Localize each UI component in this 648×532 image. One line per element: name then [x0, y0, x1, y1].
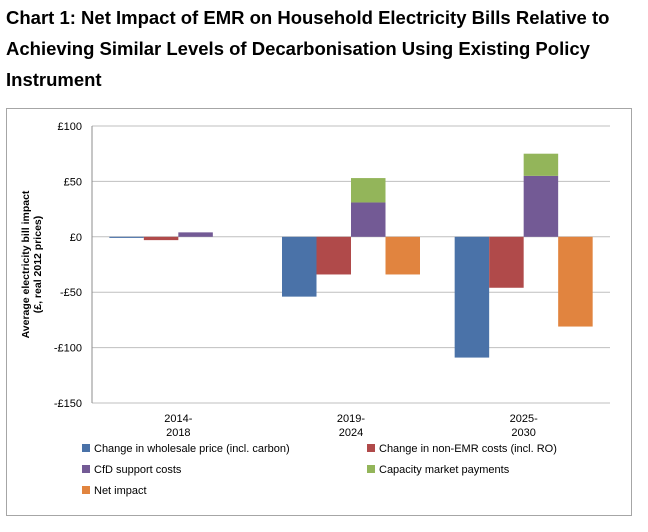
legend-swatch: [82, 465, 90, 473]
bar: [558, 236, 593, 327]
legend-swatch: [82, 486, 90, 494]
x-tick-label-line: 2024: [339, 427, 363, 439]
bar: [316, 236, 351, 275]
legend-swatch: [367, 444, 375, 452]
legend-label: Change in non-EMR costs (incl. RO): [379, 443, 557, 455]
x-tick-label-line: 2025-: [510, 413, 538, 425]
y-tick-label: -£100: [54, 343, 82, 355]
y-tick-label: £50: [64, 176, 82, 188]
y-axis-title: Average electricity bill impact(£, real …: [20, 190, 44, 338]
chart-frame: £100 £50 £0 -£50 -£100 -£150 Average electrici…: [6, 108, 632, 516]
x-tick-label-line: 2030: [511, 427, 535, 439]
bar: [109, 236, 144, 238]
x-tick-label: 2019- 2024: [337, 413, 365, 439]
bar: [489, 236, 524, 288]
x-tick-label-line: 2019-: [337, 413, 365, 425]
y-tick-label: -£50: [60, 287, 82, 299]
legend-swatch: [82, 444, 90, 452]
bar: [143, 236, 179, 241]
bar: [523, 153, 559, 176]
legend-label: Change in wholesale price (incl. carbon): [94, 443, 290, 455]
y-tick-label: £100: [58, 121, 82, 133]
bar: [523, 175, 559, 237]
y-tick-label: £0: [70, 232, 82, 244]
legend-swatch: [367, 465, 375, 473]
bar: [351, 202, 386, 237]
legend-label: Net impact: [94, 485, 147, 497]
bar: [351, 178, 386, 203]
bar: [385, 236, 420, 275]
x-tick-label-line: 2014-: [164, 413, 192, 425]
x-tick-label: 2025- 2030: [510, 413, 538, 439]
legend-label: Capacity market payments: [379, 464, 510, 476]
x-tick-label: 2014- 2018: [164, 413, 192, 439]
chart-plot: £100 £50 £0 -£50 -£100 -£150 Average electrici…: [20, 121, 610, 497]
bar: [454, 236, 490, 358]
bar: [282, 236, 317, 297]
y-axis-title-line: (£, real 2012 prices): [32, 216, 44, 313]
y-tick-label: -£150: [54, 398, 82, 410]
bar: [178, 232, 213, 237]
y-axis-title-line: Average electricity bill impact: [20, 190, 32, 338]
chart-title: Chart 1: Net Impact of EMR on Household …: [6, 7, 610, 90]
x-tick-label-line: 2018: [166, 427, 190, 439]
legend-label: CfD support costs: [94, 464, 182, 476]
